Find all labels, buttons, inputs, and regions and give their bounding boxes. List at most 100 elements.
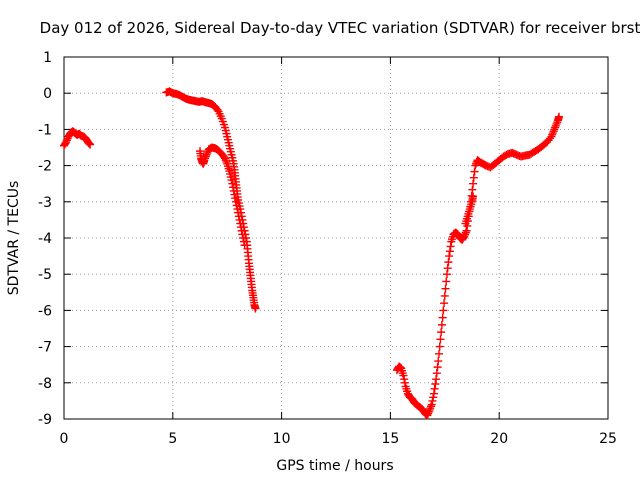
data-point-marker — [240, 241, 249, 250]
y-tick-label: -7 — [38, 340, 52, 356]
data-point-marker — [233, 205, 242, 214]
data-series-segment — [392, 112, 564, 420]
data-point-marker — [62, 136, 71, 145]
x-tick-label: 25 — [599, 431, 617, 447]
data-point-marker — [440, 291, 449, 300]
data-point-marker — [548, 129, 557, 138]
data-point-marker — [470, 167, 479, 176]
data-point-marker — [462, 226, 471, 235]
data-point-marker — [430, 384, 439, 393]
y-tick-label: -5 — [38, 267, 52, 283]
data-point-marker — [440, 299, 449, 308]
data-point-marker — [442, 270, 451, 279]
data-point-marker — [471, 161, 480, 170]
data-point-marker — [202, 150, 211, 159]
data-point-marker — [427, 402, 436, 411]
data-point-marker — [443, 264, 452, 273]
data-point-marker — [552, 119, 561, 128]
data-point-marker — [547, 132, 556, 141]
data-point-marker — [434, 357, 443, 366]
data-point-marker — [438, 313, 447, 322]
data-point-marker — [229, 186, 238, 195]
data-point-marker — [441, 284, 450, 293]
data-point-marker — [429, 393, 438, 402]
data-point-marker — [234, 212, 243, 221]
data-point-marker — [400, 375, 409, 384]
data-point-marker — [461, 230, 470, 239]
grid-lines — [64, 57, 608, 419]
data-point-marker — [548, 130, 557, 139]
data-point-marker — [433, 363, 442, 372]
data-points — [60, 87, 564, 420]
x-tick-label: 0 — [60, 431, 69, 447]
data-point-marker — [442, 277, 451, 286]
data-series-segment — [461, 192, 478, 228]
plot-frame — [63, 56, 609, 420]
data-point-marker — [229, 183, 238, 192]
data-point-marker — [428, 396, 437, 405]
data-point-marker — [461, 228, 470, 237]
data-point-marker — [550, 125, 559, 134]
data-point-marker — [426, 404, 435, 413]
data-point-marker — [555, 112, 564, 121]
data-point-marker — [221, 154, 230, 163]
y-tick-label: 1 — [43, 50, 52, 66]
x-axis-label: GPS time / hours — [276, 458, 393, 474]
data-point-marker — [230, 190, 239, 199]
data-point-marker — [549, 127, 558, 136]
data-point-marker — [551, 123, 560, 132]
data-point-marker — [86, 140, 95, 149]
data-point-marker — [232, 201, 241, 210]
data-point-marker — [427, 400, 436, 409]
data-series-segment — [60, 127, 95, 150]
data-point-marker — [436, 335, 445, 344]
x-tick-label: 10 — [273, 431, 291, 447]
x-tick-label: 5 — [168, 431, 177, 447]
data-point-marker — [469, 173, 478, 182]
data-point-marker — [236, 223, 245, 232]
data-point-marker — [445, 247, 454, 256]
data-point-marker — [237, 226, 246, 235]
data-point-marker — [228, 179, 237, 188]
data-point-marker — [439, 306, 448, 315]
data-point-marker — [85, 139, 94, 148]
data-point-marker — [239, 237, 248, 246]
data-point-marker — [400, 378, 409, 387]
data-point-marker — [221, 156, 230, 165]
data-point-marker — [434, 349, 443, 358]
data-point-marker — [84, 138, 93, 147]
data-point-marker — [469, 192, 478, 201]
data-point-marker — [236, 219, 245, 228]
y-tick-label: 0 — [43, 86, 52, 102]
data-point-marker — [431, 380, 440, 389]
y-tick-label: -9 — [38, 412, 52, 428]
data-point-marker — [399, 371, 408, 380]
chart-title: Day 012 of 2026, Sidereal Day-to-day VTE… — [40, 19, 640, 37]
data-point-marker — [238, 230, 247, 239]
x-tick-label: 15 — [381, 431, 399, 447]
data-point-marker — [231, 194, 240, 203]
data-series-segment — [196, 143, 249, 250]
data-point-marker — [468, 185, 477, 194]
data-point-marker — [201, 154, 210, 163]
data-point-marker — [201, 152, 210, 161]
data-point-marker — [235, 215, 244, 224]
y-tick-label: -3 — [38, 195, 52, 211]
data-point-marker — [203, 148, 212, 157]
data-point-marker — [432, 375, 441, 384]
data-point-marker — [424, 407, 433, 416]
y-tick-label: -8 — [38, 376, 52, 392]
data-point-marker — [251, 304, 260, 313]
y-tick-label: -2 — [38, 159, 52, 175]
data-point-marker — [234, 208, 243, 217]
data-point-marker — [437, 328, 446, 337]
data-point-marker — [445, 252, 454, 261]
data-point-marker — [423, 411, 432, 420]
data-point-marker — [222, 157, 231, 166]
data-point-marker — [469, 179, 478, 188]
data-point-marker — [424, 409, 433, 418]
data-point-marker — [62, 138, 71, 147]
data-point-marker — [239, 234, 248, 242]
data-point-marker — [429, 389, 438, 398]
